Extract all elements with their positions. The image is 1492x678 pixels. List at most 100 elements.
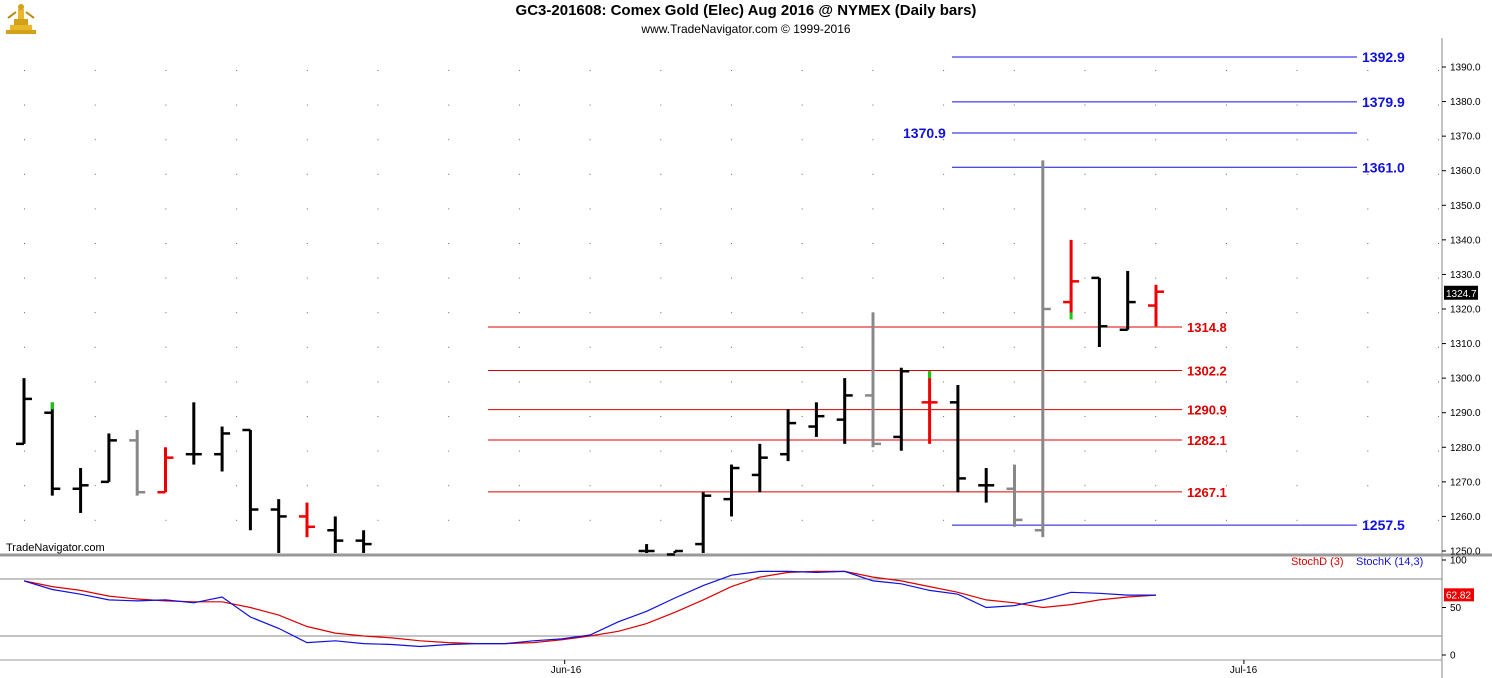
price-axis: 1250.0 1260.0 1270.0 1280.0 1290.0 1300.0 1310… (1442, 63, 1481, 558)
grid-dot (165, 139, 167, 141)
grid-dot (94, 381, 96, 383)
grid-dot (1367, 70, 1369, 71)
grid-dot (94, 416, 96, 417)
grid-dot (94, 70, 96, 71)
grid-dot (1225, 485, 1227, 487)
grid-dot (377, 485, 379, 487)
grid-dot (1084, 485, 1086, 487)
ohlc-bar (808, 402, 825, 437)
grid-dot (943, 416, 945, 417)
ohlc-bar (751, 443, 768, 493)
grid-dot (1438, 381, 1439, 383)
grid-dot (943, 70, 945, 71)
grid-dot (1084, 277, 1086, 279)
grid-dot (1225, 173, 1227, 175)
grid-dot (1296, 312, 1298, 314)
grid-dot (943, 450, 945, 452)
grid-dot (1013, 312, 1015, 314)
grid-dot (1296, 416, 1298, 417)
grid-dot (518, 243, 520, 244)
trade-navigator-logo (6, 4, 36, 34)
grid-dot (518, 104, 520, 106)
price-tick-label: 1270.0 (1450, 477, 1481, 488)
grid-dot (236, 450, 238, 452)
stoch-last-box (1444, 588, 1474, 602)
grid-dot (448, 243, 450, 244)
grid-dot (589, 519, 591, 521)
grid-dot (1084, 416, 1086, 417)
grid-dot (1438, 139, 1439, 141)
grid-dot (1438, 277, 1439, 279)
grid-dot (731, 312, 732, 314)
grid-dot (589, 450, 591, 452)
grid-dot (660, 277, 662, 279)
date-tick-label: Jul-16 (1230, 665, 1258, 676)
ohlc-bar (129, 430, 146, 496)
grid-dot (1438, 208, 1439, 210)
grid-dot (306, 243, 308, 244)
grid-dot (1367, 173, 1369, 175)
grid-dot (165, 208, 167, 210)
chart-subtitle: www.TradeNavigator.com © 1999-2016 (641, 22, 851, 36)
grid-dot (801, 346, 803, 348)
grid-dot (24, 104, 25, 106)
grid-dot (660, 104, 662, 106)
ohlc-bar (1091, 276, 1108, 348)
grid-dot (448, 173, 450, 175)
ohlc-bar (865, 312, 881, 448)
grid-dot (1155, 381, 1157, 383)
grid-dot (518, 208, 520, 210)
grid-dot (165, 346, 167, 348)
grid-dot (731, 381, 732, 383)
grid-dot (24, 243, 25, 244)
grid-dot (1438, 173, 1439, 175)
grid-dot (94, 450, 96, 452)
grid-dot (589, 277, 591, 279)
grid-dot (943, 277, 945, 279)
grid-dot (1013, 173, 1015, 175)
price-tick-label: 1360.0 (1450, 166, 1481, 177)
grid-dot (589, 381, 591, 383)
grid-dot (236, 70, 238, 71)
grid-dot (1296, 277, 1298, 279)
grid-dot (1155, 519, 1157, 521)
grid-dot (1225, 519, 1227, 521)
grid-dot (236, 243, 238, 244)
ohlc-bar (1006, 464, 1023, 527)
level-label: 1290.9 (1187, 403, 1227, 418)
ohlc-bar (242, 428, 259, 531)
grid-dot (1296, 173, 1298, 175)
grid-dot (377, 277, 379, 279)
stoch-series-line (23, 570, 1156, 648)
grid-dot (236, 312, 238, 314)
plot-background (0, 37, 1492, 678)
grid-dot (801, 139, 803, 141)
chart-frame (0, 37, 1492, 678)
grid-dot (660, 208, 662, 210)
grid-dot (236, 519, 238, 521)
grid-dot (660, 381, 662, 383)
grid-dot (377, 450, 379, 452)
grid-dot (448, 450, 450, 452)
grid-dot (660, 519, 662, 521)
ohlc-bar (327, 516, 344, 553)
level-label: 1314.8 (1187, 320, 1227, 335)
ohlc-bar (100, 433, 117, 484)
grid-dot (1013, 450, 1015, 452)
grid-dot (1296, 519, 1298, 521)
grid-dot (448, 104, 450, 106)
price-levels: 1392.9 1379.9 1370.9 1361.0 1257.5 1314.8 1302… (488, 49, 1405, 533)
grid-dot (872, 277, 874, 279)
level-label: 1361.0 (1362, 159, 1405, 175)
grid-dot (94, 312, 96, 314)
stoch-legend-label: StochD (3) (1291, 556, 1344, 568)
grid-dot (306, 208, 308, 210)
grid-dot (1084, 208, 1086, 210)
grid-dot (24, 312, 25, 314)
grid-dot (1367, 312, 1369, 314)
grid-dot (1438, 70, 1439, 71)
grid-dot (731, 173, 732, 175)
chart-title: GC3-201608: Comex Gold (Elec) Aug 2016 @… (515, 2, 977, 19)
grid-dot (306, 346, 308, 348)
grid-dot (94, 519, 96, 521)
